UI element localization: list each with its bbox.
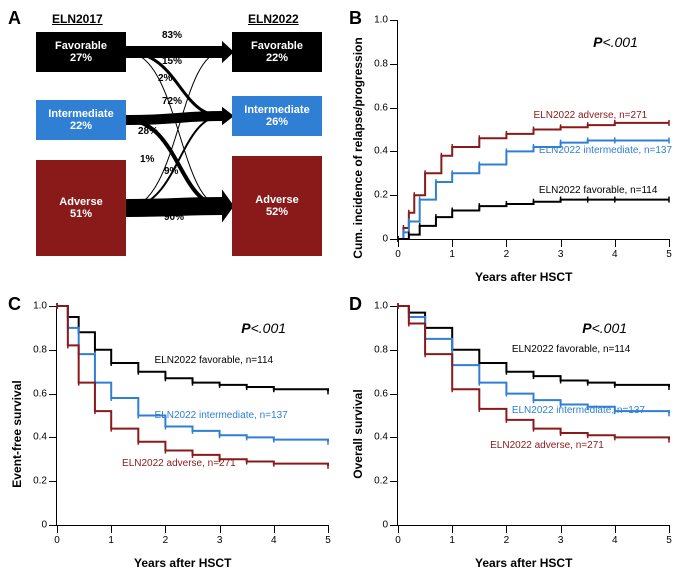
xtick-label: 3 <box>558 249 564 260</box>
series-label-fav: ELN2022 favorable, n=114 <box>512 344 631 355</box>
xtick-label: 2 <box>504 249 510 260</box>
xtick-label: 1 <box>449 535 455 546</box>
node-title: Favorable <box>251 40 303 52</box>
node-title: Adverse <box>255 194 298 206</box>
node-title: Adverse <box>59 196 102 208</box>
xtick-label: 4 <box>271 535 277 546</box>
ytick-label: 1.0 <box>374 301 388 312</box>
series-int <box>57 306 328 442</box>
ytick-label: 0.8 <box>374 344 388 355</box>
node-pct: 26% <box>266 116 288 128</box>
ytick-label: 0.4 <box>374 146 388 157</box>
xtick-label: 1 <box>108 535 114 546</box>
panel-C-xlabel: Years after HSCT <box>134 556 231 570</box>
panel-D: D Overall survival 00.20.40.60.81.001234… <box>349 294 679 574</box>
xtick-label: 2 <box>163 535 169 546</box>
panel-D-xlabel: Years after HSCT <box>475 556 572 570</box>
panel-B-ylabel: Cum. incidence of relapse/progression <box>351 37 365 258</box>
node-title: Favorable <box>55 40 107 52</box>
p-value: P<.001 <box>593 34 638 50</box>
xtick-label: 5 <box>666 535 672 546</box>
panelA-flow-label: 28% <box>138 126 158 137</box>
panel-A-label: A <box>8 8 21 29</box>
p-value: P<.001 <box>582 320 627 336</box>
series-label-adv: ELN2022 adverse, n=271 <box>490 440 604 451</box>
panelA-flow-label: 72% <box>162 96 182 107</box>
panel-B-plot-area: 00.20.40.60.81.0012345ELN2022 adverse, n… <box>397 20 669 240</box>
panelA-right-fav-node: Favorable22% <box>232 32 322 72</box>
panelA-flow-label: 2% <box>158 73 172 84</box>
ytick-label: 0.6 <box>374 388 388 399</box>
panelA-flow-label: 83% <box>162 30 182 41</box>
ytick-label: 0.4 <box>374 432 388 443</box>
panel-D-label: D <box>349 294 362 315</box>
panelA-left-fav-node: Favorable27% <box>36 32 126 72</box>
series-label-int: ELN2022 intermediate, n=137 <box>539 145 672 156</box>
panel-C: C Event-free survival 00.20.40.60.81.001… <box>8 294 338 574</box>
ytick-label: 0.6 <box>33 388 47 399</box>
ytick-label: 1.0 <box>374 15 388 26</box>
ytick-label: 1.0 <box>33 301 47 312</box>
ytick-label: 0.2 <box>374 190 388 201</box>
ytick-label: 0.8 <box>374 58 388 69</box>
series-label-fav: ELN2022 favorable, n=114 <box>539 185 658 196</box>
xtick-label: 0 <box>395 535 401 546</box>
xtick-label: 5 <box>666 249 672 260</box>
panelA-left-int-node: Intermediate22% <box>36 100 126 140</box>
ytick-label: 0.4 <box>33 432 47 443</box>
panel-A: A ELN2017 ELN2022 Favorable27%Intermedia… <box>8 8 338 288</box>
xtick-label: 3 <box>217 535 223 546</box>
series-adv <box>57 306 328 466</box>
series-fav <box>57 306 328 391</box>
xtick-label: 5 <box>325 535 331 546</box>
panelA-right-adv-node: Adverse52% <box>232 156 322 256</box>
p-value: P<.001 <box>241 320 286 336</box>
plot-svg <box>398 20 669 239</box>
ytick-label: 0.2 <box>33 476 47 487</box>
panel-B: B Cum. incidence of relapse/progression … <box>349 8 679 288</box>
xtick-label: 2 <box>504 535 510 546</box>
panelA-right-int-node: Intermediate26% <box>232 96 322 136</box>
panelA-flow-label: 9% <box>164 166 178 177</box>
series-label-int: ELN2022 intermediate, n=137 <box>512 405 645 416</box>
panel-C-plot-area: 00.20.40.60.81.0012345ELN2022 favorable,… <box>56 306 328 526</box>
series-label-int: ELN2022 intermediate, n=137 <box>155 410 288 421</box>
xtick-label: 3 <box>558 535 564 546</box>
xtick-label: 4 <box>612 249 618 260</box>
xtick-label: 0 <box>395 249 401 260</box>
node-title: Intermediate <box>244 104 309 116</box>
panelA-flow-label: 1% <box>140 154 154 165</box>
ytick-label: 0.8 <box>33 344 47 355</box>
panelA-flow-label: 15% <box>162 56 182 67</box>
ytick-label: 0 <box>41 520 47 531</box>
ytick-label: 0 <box>382 520 388 531</box>
panel-C-label: C <box>8 294 21 315</box>
ytick-label: 0 <box>382 234 388 245</box>
xtick-label: 0 <box>54 535 60 546</box>
series-label-adv: ELN2022 adverse, n=271 <box>534 110 648 121</box>
series-label-adv: ELN2022 adverse, n=271 <box>122 458 236 469</box>
figure-grid: A ELN2017 ELN2022 Favorable27%Intermedia… <box>8 8 684 574</box>
node-title: Intermediate <box>48 108 113 120</box>
panel-C-ylabel: Event-free survival <box>10 380 24 487</box>
ytick-label: 0.2 <box>374 476 388 487</box>
node-pct: 51% <box>70 208 92 220</box>
xtick-label: 4 <box>612 535 618 546</box>
panel-D-ylabel: Overall survival <box>351 389 365 478</box>
panel-B-label: B <box>349 8 362 29</box>
series-label-fav: ELN2022 favorable, n=114 <box>155 355 274 366</box>
panel-B-xlabel: Years after HSCT <box>475 270 572 284</box>
ytick-label: 0.6 <box>374 102 388 113</box>
series-fav <box>398 200 669 239</box>
node-pct: 22% <box>266 52 288 64</box>
node-pct: 52% <box>266 206 288 218</box>
node-pct: 27% <box>70 52 92 64</box>
xtick-label: 1 <box>449 249 455 260</box>
node-pct: 22% <box>70 120 92 132</box>
panelA-left-adv-node: Adverse51% <box>36 160 126 256</box>
panelA-flow-label: 90% <box>164 212 184 223</box>
panel-D-plot-area: 00.20.40.60.81.0012345ELN2022 favorable,… <box>397 306 669 526</box>
